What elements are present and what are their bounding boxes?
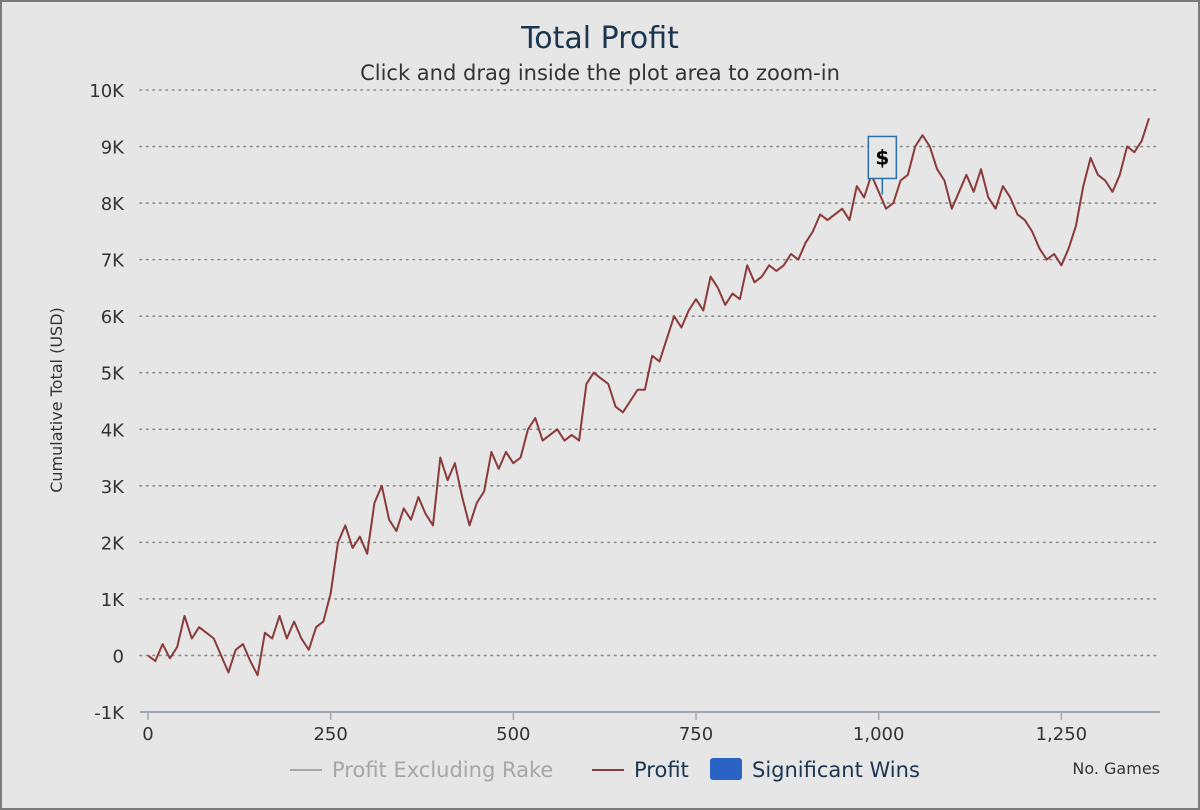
series-layer[interactable] bbox=[147, 117, 1150, 677]
legend-label: Profit bbox=[634, 758, 689, 782]
series-line-profit[interactable] bbox=[147, 117, 1150, 677]
y-tick-labels: -1K 0 1K 2K 3K 4K 5K 6K 7K 8K 9K 10K bbox=[89, 81, 125, 724]
y-tick-label: 8K bbox=[101, 194, 125, 215]
legend-item-profit[interactable]: Profit bbox=[592, 758, 689, 782]
y-tick-label: 6K bbox=[101, 307, 125, 328]
legend[interactable]: Profit Excluding Rake Profit Significant… bbox=[290, 758, 920, 782]
x-tick-label: 750 bbox=[679, 724, 713, 745]
x-tick-label: 250 bbox=[313, 724, 347, 745]
chart-title: Total Profit bbox=[520, 21, 679, 56]
y-tick-label: 3K bbox=[101, 477, 125, 498]
x-axis-label: No. Games bbox=[1072, 759, 1160, 778]
legend-item-significant-wins[interactable]: Significant Wins bbox=[710, 758, 920, 782]
y-axis-label: Cumulative Total (USD) bbox=[47, 307, 66, 493]
legend-label: Profit Excluding Rake bbox=[332, 758, 553, 782]
x-tick-label: 0 bbox=[142, 724, 153, 745]
x-tick-label: 1,250 bbox=[1036, 724, 1088, 745]
y-tick-label: 0 bbox=[113, 646, 124, 667]
y-tick-label: 2K bbox=[101, 533, 125, 554]
legend-item-profit-excluding-rake[interactable]: Profit Excluding Rake bbox=[290, 758, 553, 782]
y-tick-label: -1K bbox=[94, 703, 125, 724]
y-tick-label: 1K bbox=[101, 590, 125, 611]
chart-subtitle: Click and drag inside the plot area to z… bbox=[360, 61, 840, 85]
significant-win-flag[interactable] bbox=[867, 135, 898, 180]
legend-box-icon bbox=[710, 758, 742, 780]
flag-label: $ bbox=[875, 145, 889, 169]
legend-label: Significant Wins bbox=[752, 758, 920, 782]
y-tick-label: 10K bbox=[89, 81, 125, 102]
x-tick-labels: 0 250 500 750 1,000 1,250 bbox=[142, 712, 1087, 745]
y-tick-label: 4K bbox=[101, 420, 125, 441]
x-tick-label: 1,000 bbox=[853, 724, 905, 745]
y-tick-label: 7K bbox=[101, 251, 125, 272]
grid-lines bbox=[139, 89, 1161, 657]
x-tick-label: 500 bbox=[496, 724, 530, 745]
y-tick-label: 9K bbox=[101, 138, 125, 159]
y-tick-label: 5K bbox=[101, 364, 125, 385]
flag-layer[interactable]: $ bbox=[867, 135, 898, 195]
